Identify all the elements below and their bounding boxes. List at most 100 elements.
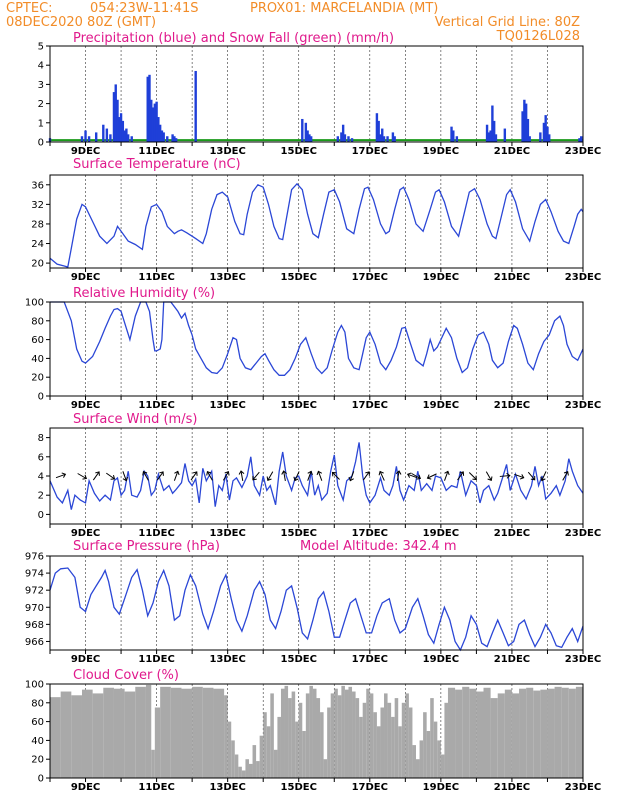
precip-bar (146, 76, 149, 142)
wind-arrow (142, 470, 149, 481)
y-tick-label: 0 (38, 138, 44, 149)
x-tick-label: 19DEC (423, 146, 459, 157)
cloud-bar (241, 770, 246, 778)
precip-bar (114, 84, 117, 142)
cloud-bar (440, 754, 445, 778)
cloud-bar (305, 693, 310, 778)
precip-bar (155, 101, 158, 142)
cloud-bar (92, 693, 104, 778)
precip-bar (153, 103, 157, 142)
precip-bar (578, 138, 581, 142)
y-tick-label: 0 (38, 774, 44, 785)
precip-bar (105, 128, 109, 142)
x-tick-label: 13DEC (209, 782, 245, 793)
header-grid-note: Vertical Grid Line: 80Z (434, 15, 580, 30)
cloud-bar (526, 687, 534, 778)
wind-arrow (293, 471, 300, 482)
precip-bar (308, 134, 311, 142)
cloud-bar (575, 686, 583, 778)
y-tick-label: 100 (25, 298, 44, 309)
precip-bar (160, 130, 164, 142)
cloud-bar (309, 685, 313, 778)
precip-bar (544, 115, 547, 142)
panel-wind: 0 2 4 6 8 9DEC 11DEC 13DEC 15DEC 17DEC 19DEC 21DEC 2… (38, 412, 602, 539)
x-tick-label: 19DEC (423, 782, 459, 793)
y-tick-label: 28 (31, 219, 44, 230)
cloud-bar (497, 693, 505, 778)
precip-bar (125, 128, 128, 142)
pressure-line (49, 567, 584, 652)
cloud-bar (423, 712, 427, 778)
cloud-bar (234, 754, 239, 778)
cloud-bar (412, 745, 416, 778)
panel-frame (49, 45, 584, 143)
cloud-bar (408, 707, 413, 778)
wind-arrow (266, 471, 274, 482)
cloud-bar (519, 688, 527, 778)
wind-arrow (252, 471, 260, 481)
panel-precip: 0 1 2 3 4 5 9DEC 11DEC 13DEC 15DEC 17DEC 19DEC 21DEC… (38, 31, 602, 157)
header-run: 08DEC2020 80Z (GMT) (6, 15, 157, 30)
wind-arrow (514, 473, 525, 480)
cloud-bar (192, 686, 203, 778)
precip-bar (489, 130, 492, 142)
precip-bar (306, 130, 309, 142)
x-tick-label: 19DEC (423, 654, 459, 665)
precip-bar (343, 134, 347, 142)
precip-bar (301, 118, 304, 142)
x-tick-label: 13DEC (209, 146, 245, 157)
wind-arrow (307, 470, 313, 481)
x-tick-label: 21DEC (494, 782, 530, 793)
x-tick-label: 19DEC (423, 528, 459, 539)
precip-bar (109, 134, 112, 142)
cloud-bar (266, 726, 271, 778)
cloud-bar (113, 688, 125, 778)
x-tick-label: 9DEC (71, 146, 100, 157)
precip-bar (492, 120, 496, 142)
cloud-bar (227, 721, 232, 778)
cloud-bar (248, 763, 253, 778)
cloud-bar (469, 688, 477, 778)
x-tick-label: 15DEC (281, 528, 317, 539)
precip-bar (121, 120, 125, 142)
y-tick-label: 36 (31, 180, 44, 191)
y-tick-label: 40 (31, 736, 44, 747)
y-tick-label: 20 (31, 259, 44, 270)
y-tick-label: 0 (38, 392, 44, 403)
precip-bar (491, 105, 494, 142)
precip-bar (304, 122, 308, 142)
x-tick-label: 17DEC (352, 400, 388, 411)
x-tick-label: 9DEC (71, 400, 100, 411)
cloud-bar (426, 731, 431, 778)
y-tick-label: 100 (25, 680, 44, 691)
cloud-bar (344, 689, 349, 778)
y-tick-label: 968 (25, 620, 44, 631)
x-tick-label: 17DEC (352, 654, 388, 665)
cloud-bar (291, 691, 296, 778)
cloud-bar (398, 726, 402, 778)
x-tick-label: 17DEC (352, 146, 388, 157)
wind-arrow (468, 472, 477, 481)
precip-bar (377, 120, 380, 142)
precip-bar (119, 113, 123, 142)
x-tick-label: 11DEC (138, 146, 174, 157)
x-tick-label: 23DEC (565, 782, 601, 793)
precip-bar (452, 130, 455, 142)
panel-annotation: Model Altitude: 342.4 m (300, 539, 457, 554)
y-tick-label: 32 (31, 200, 44, 211)
y-tick-label: 5 (38, 42, 44, 53)
panel-temp: 20 24 28 32 36 9DEC 11DEC 13DEC 15DEC 17DEC 19DEC 2… (31, 157, 601, 283)
wind-arrow (395, 470, 402, 482)
header-station: PROX01: MARCELANDIA (MT) (250, 1, 439, 16)
precip-bar (381, 128, 384, 142)
precip-bar (386, 136, 389, 142)
cloud-bar (103, 687, 114, 778)
precip-bar (485, 124, 489, 142)
precip-bar (391, 132, 395, 142)
precip-bar (80, 136, 84, 142)
precip-bar (580, 136, 583, 142)
precip-bar (194, 70, 197, 142)
y-tick-label: 60 (31, 717, 44, 728)
cloud-bar (533, 690, 541, 778)
wind-line (49, 442, 584, 510)
